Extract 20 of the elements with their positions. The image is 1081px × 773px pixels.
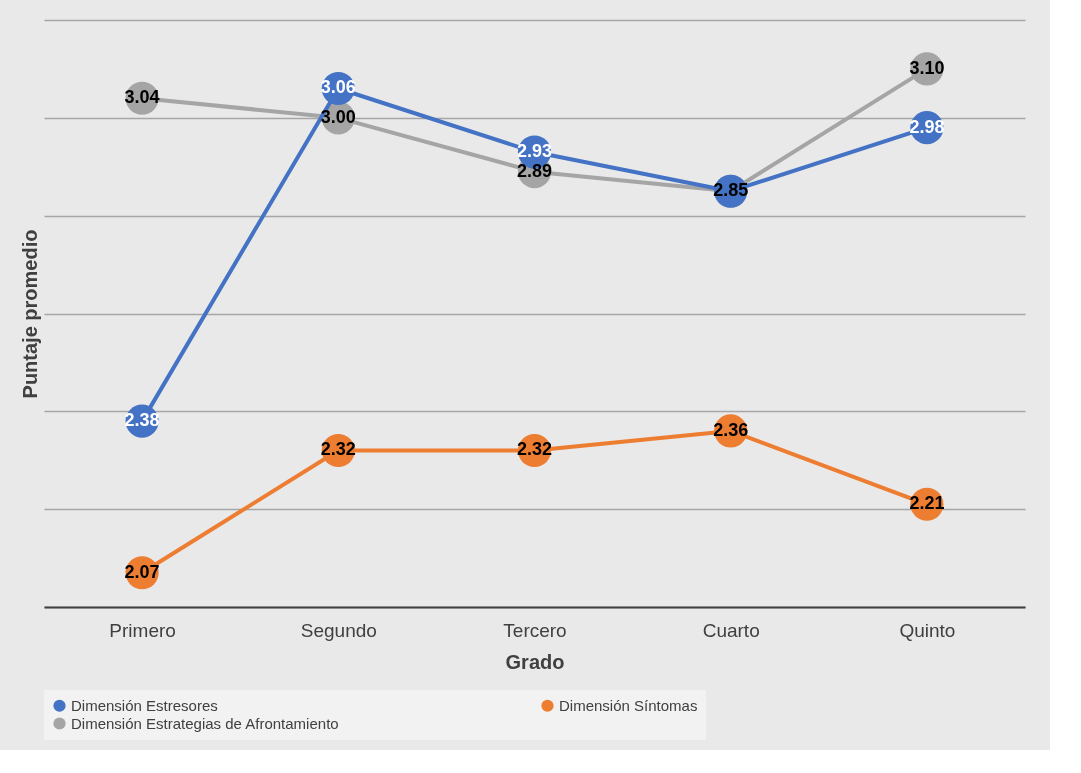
x-tick-label: Quinto (899, 619, 956, 641)
legend-label: Dimensión Estrategias de Afrontamiento (71, 714, 339, 732)
data-label: 3.00 (320, 106, 356, 127)
x-tick-label: Primero (109, 619, 176, 641)
data-label: 3.04 (124, 87, 160, 108)
data-label: 2.89 (516, 160, 553, 181)
x-axis-title: Grado (505, 650, 565, 673)
data-label: 2.98 (909, 116, 945, 137)
x-tick-label: Segundo (300, 619, 377, 641)
data-label: 2.85 (713, 180, 749, 201)
data-label: 2.38 (124, 410, 160, 431)
y-axis-title: Puntaje promedio (18, 229, 41, 399)
x-tick-label: Cuarto (702, 619, 760, 641)
data-label: 2.07 (124, 561, 160, 582)
x-tick-label: Tercero (503, 619, 567, 641)
data-label: 2.32 (516, 439, 553, 460)
legend-label: Dimensión Estresores (71, 696, 218, 714)
data-label: 3.10 (909, 57, 945, 78)
legend-label: Dimensión Síntomas (559, 696, 698, 714)
data-label: 2.21 (909, 493, 945, 514)
